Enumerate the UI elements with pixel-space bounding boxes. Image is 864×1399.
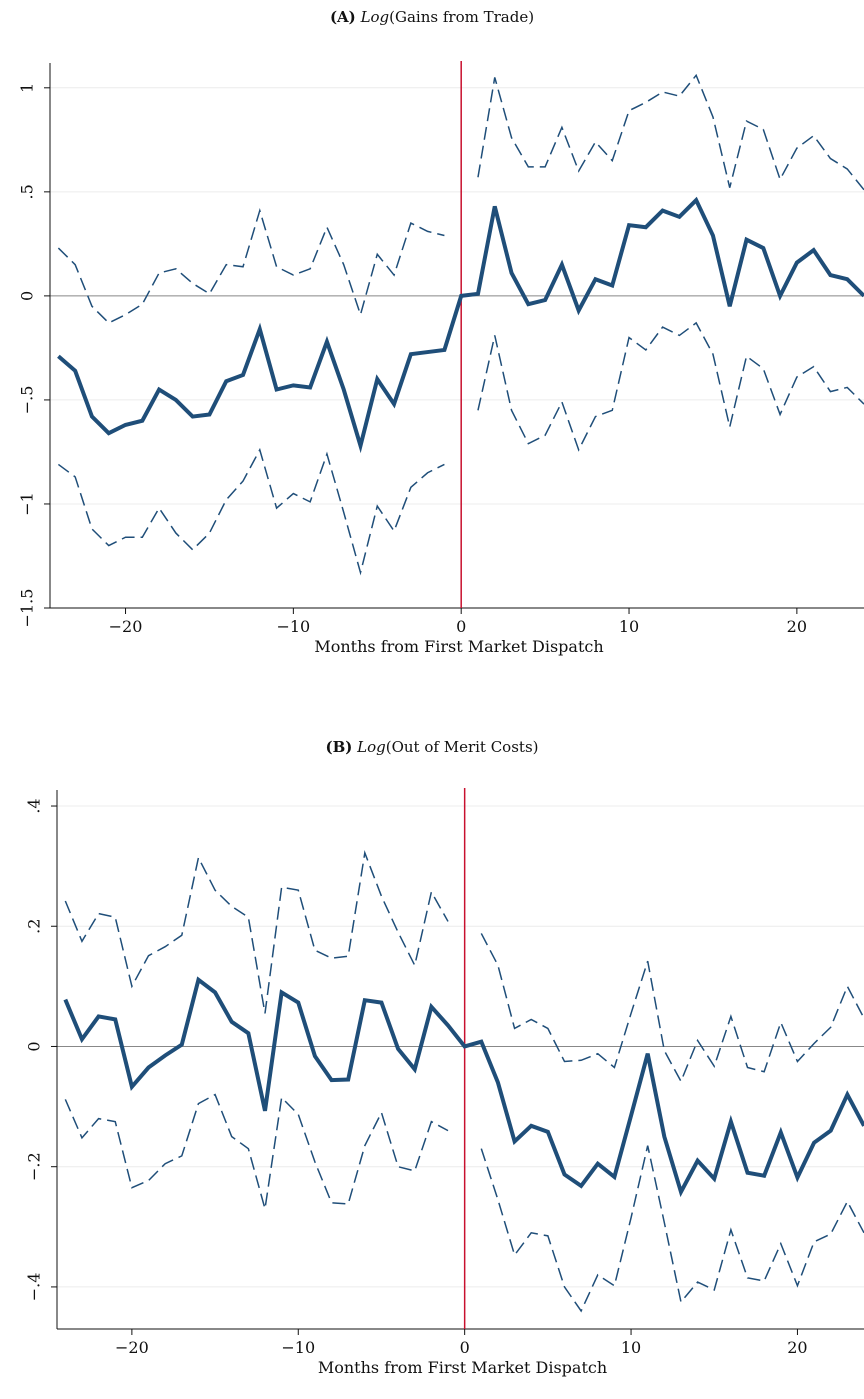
chart-a: −1.5 −1 −.5 0 .5 1 −20 −10 0 10 20 Months from Firs… bbox=[18, 61, 864, 656]
chart-a-x-tick-label: 10 bbox=[619, 617, 639, 636]
chart-b-series-lower bbox=[480, 1145, 864, 1313]
chart-b-series-upper bbox=[480, 933, 864, 1084]
chart-b-x-tick-label: 10 bbox=[621, 1338, 641, 1357]
chart-b-x-axis-label: Months from First Market Dispatch bbox=[318, 1358, 607, 1377]
chart-a-x-tick-label: 0 bbox=[456, 617, 466, 636]
chart-b-x-tick-label: −20 bbox=[115, 1338, 149, 1357]
chart-a-y-tick-label: 0 bbox=[18, 291, 37, 301]
chart-b-y-tick-label: .4 bbox=[25, 798, 44, 813]
panel-b-title-rest: (Out of Merit Costs) bbox=[385, 738, 539, 756]
chart-a-series-upper bbox=[57, 207, 445, 324]
chart-b-y-tick-label: .2 bbox=[25, 919, 44, 934]
panel-a-letter: (A) bbox=[329, 8, 356, 26]
chart-a-y-tick-label: 1 bbox=[18, 83, 37, 93]
chart-b-y-tick-label: 0 bbox=[25, 1041, 44, 1051]
chart-a-x-axis-label: Months from First Market Dispatch bbox=[314, 637, 603, 656]
chart-b-series-upper bbox=[64, 850, 449, 1014]
chart-b-x-tick-label: 20 bbox=[787, 1338, 807, 1357]
chart-b-y-tick-label: −.2 bbox=[25, 1152, 44, 1181]
chart-b: −.4 −.2 0 .2 .4 −20 −10 0 10 20 Months from First … bbox=[25, 788, 864, 1377]
chart-b-x-tick-label: 0 bbox=[460, 1338, 470, 1357]
panel-b-title: (B) Log(Out of Merit Costs) bbox=[0, 738, 864, 756]
chart-a-y-tick-label: −1 bbox=[18, 492, 37, 516]
chart-a-x-tick-label: −20 bbox=[109, 617, 143, 636]
panel-b-title-log: Log bbox=[357, 738, 386, 756]
chart-a-series-lower bbox=[477, 321, 864, 452]
chart-a-y-tick-label: −.5 bbox=[18, 386, 37, 415]
panel-a-title-log: Log bbox=[360, 8, 390, 26]
panel-b-letter: (B) bbox=[325, 738, 353, 756]
chart-a-series-estimate bbox=[57, 196, 864, 454]
chart-b-x-tick-label: −10 bbox=[281, 1338, 315, 1357]
chart-b-series-lower bbox=[64, 1093, 449, 1209]
chart-b-series-estimate bbox=[63, 976, 864, 1198]
chart-a-series-lower bbox=[57, 447, 445, 576]
chart-a-x-tick-label: −10 bbox=[276, 617, 310, 636]
chart-a-series-upper bbox=[477, 73, 864, 191]
panel-a-title-rest: (Gains from Trade) bbox=[389, 8, 535, 26]
chart-a-y-tick-label: −1.5 bbox=[18, 589, 37, 628]
panel-a-title: (A) Log(Gains from Trade) bbox=[0, 8, 864, 26]
chart-a-y-tick-label: .5 bbox=[18, 184, 37, 199]
chart-b-y-tick-label: −.4 bbox=[25, 1273, 44, 1302]
chart-a-x-tick-label: 20 bbox=[787, 617, 807, 636]
